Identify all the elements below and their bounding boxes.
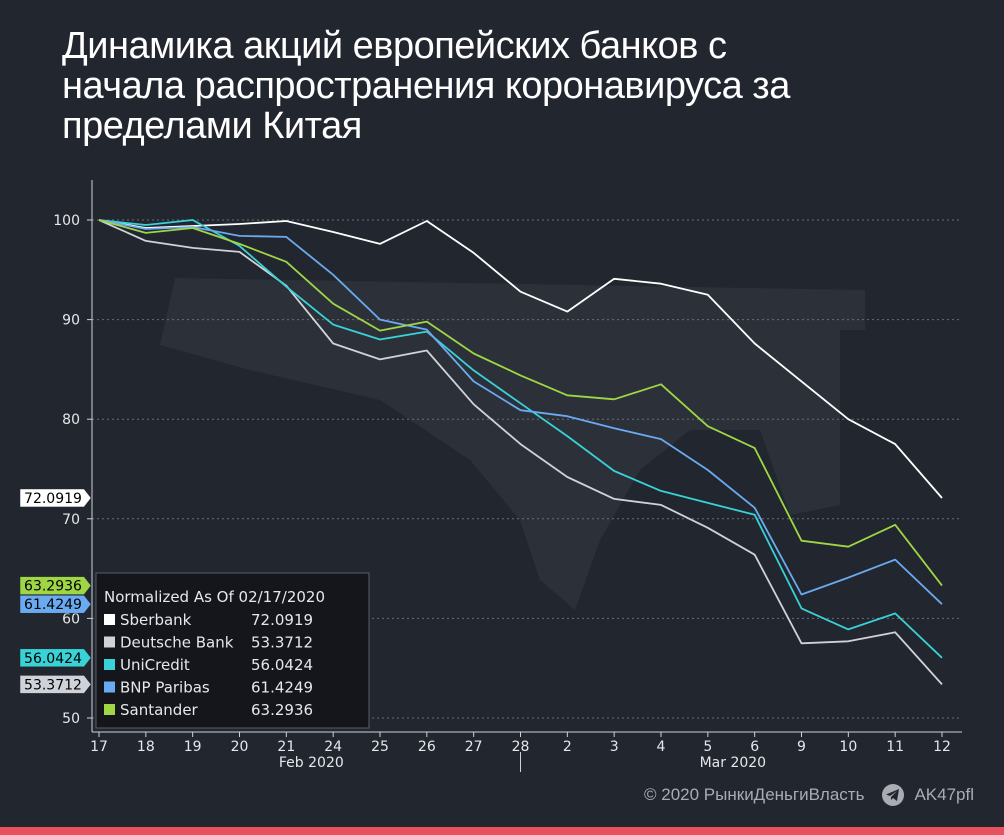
- x-tick-label-4: 4: [657, 739, 666, 755]
- legend-value: 63.2936: [251, 701, 313, 719]
- legend-name: Santander: [120, 701, 199, 719]
- y-tick-label-70: 70: [62, 512, 80, 528]
- channel-name: AK47pfl: [914, 785, 974, 804]
- x-tick-label-19: 19: [184, 739, 202, 755]
- x-tick-label-10: 10: [839, 739, 857, 755]
- telegram-icon: [882, 784, 905, 806]
- x-tick-label-9: 9: [797, 739, 806, 755]
- series-line-deutsche-bank: [98, 219, 943, 686]
- legend-title: Normalized As Of 02/17/2020: [104, 588, 325, 606]
- series-line-bnp-paribas: [98, 219, 943, 605]
- axes: 50 60 70 80 90 100 17 18 19 20 21 24 25 26 27 28 2 3 4 5 6 9 1…: [53, 180, 962, 772]
- month-label: Feb 2020: [279, 755, 344, 771]
- series-line-unicredit: [98, 219, 943, 659]
- chart-title: Динамика акций европейских банков с нача…: [62, 26, 942, 146]
- series-line-santander: [98, 219, 943, 587]
- y-tick-label-100: 100: [53, 213, 80, 229]
- month-label: Mar 2020: [700, 755, 767, 771]
- x-tick-label-25: 25: [371, 739, 389, 755]
- x-tick-label-18: 18: [137, 739, 155, 755]
- x-tick-label-11: 11: [886, 739, 904, 755]
- x-tick-label-12: 12: [933, 739, 951, 755]
- x-tick-label-3: 3: [610, 739, 619, 755]
- legend-name: Deutsche Bank: [120, 634, 234, 652]
- accent-bar: [0, 827, 1004, 835]
- title-line-3: пределами Китая: [62, 105, 362, 147]
- last-value-tag-53.3712: [19, 675, 92, 694]
- x-tick-label-21: 21: [277, 739, 295, 755]
- x-tick-label-6: 6: [750, 739, 759, 755]
- last-value-tag-61.4249: [19, 594, 92, 614]
- y-tick-label-50: 50: [62, 711, 80, 727]
- legend-box: [95, 572, 370, 729]
- legend-value: 61.4249: [251, 679, 313, 697]
- series-lines: [98, 219, 943, 686]
- legend: Normalized As Of 02/17/2020 Sberbank 72.09…: [95, 572, 370, 729]
- last-value-labels: 72.0919 63.2936 61.4249 56.0424 53.3712: [19, 488, 92, 694]
- x-tick-label-2: 2: [563, 739, 572, 755]
- legend-name: Sberbank: [120, 611, 192, 629]
- legend-value: 56.0424: [251, 656, 313, 674]
- last-value-text-61.4249: 61.4249: [24, 597, 82, 613]
- legend-swatch-santander: [104, 704, 115, 715]
- legend-name: BNP Paribas: [120, 679, 210, 697]
- y-tick-label-90: 90: [62, 313, 80, 329]
- legend-name: UniCredit: [120, 656, 190, 674]
- last-value-text-56.0424: 56.0424: [24, 651, 82, 667]
- last-value-text-72.0919: 72.0919: [24, 491, 82, 507]
- title-line-2: начала распространения коронавируса за: [62, 65, 790, 107]
- legend-swatch-deutsche-bank: [104, 636, 115, 648]
- last-value-tag-56.0424: [19, 648, 92, 668]
- last-value-text-63.2936: 63.2936: [24, 579, 82, 595]
- x-tick-label-24: 24: [324, 739, 342, 755]
- x-tick-label-17: 17: [90, 739, 108, 755]
- series-line-sberbank: [98, 219, 943, 499]
- copyright-text: © 2020 РынкиДеньгиВласть: [644, 785, 865, 804]
- last-value-tag-63.2936: [19, 576, 92, 595]
- last-value-tag-72.0919: [19, 488, 92, 508]
- x-tick-label-20: 20: [231, 739, 249, 755]
- title-line-1: Динамика акций европейских банков с: [62, 25, 727, 67]
- legend-value: 72.0919: [251, 611, 313, 629]
- footer: © 2020 РынкиДеньгиВласть AK47pfl: [644, 784, 974, 806]
- x-tick-label-28: 28: [512, 739, 530, 755]
- y-tick-label-60: 60: [62, 611, 80, 627]
- legend-swatch-bnp-paribas: [104, 681, 115, 693]
- x-tick-label-27: 27: [465, 739, 483, 755]
- x-tick-label-26: 26: [418, 739, 436, 755]
- legend-value: 53.3712: [251, 634, 313, 652]
- last-value-text-53.3712: 53.3712: [24, 677, 82, 693]
- watermark-rifle-silhouette: [160, 278, 865, 610]
- legend-swatch-unicredit: [104, 659, 115, 670]
- legend-swatch-sberbank: [104, 614, 115, 625]
- x-tick-label-5: 5: [703, 739, 712, 755]
- y-tick-label-80: 80: [62, 412, 80, 428]
